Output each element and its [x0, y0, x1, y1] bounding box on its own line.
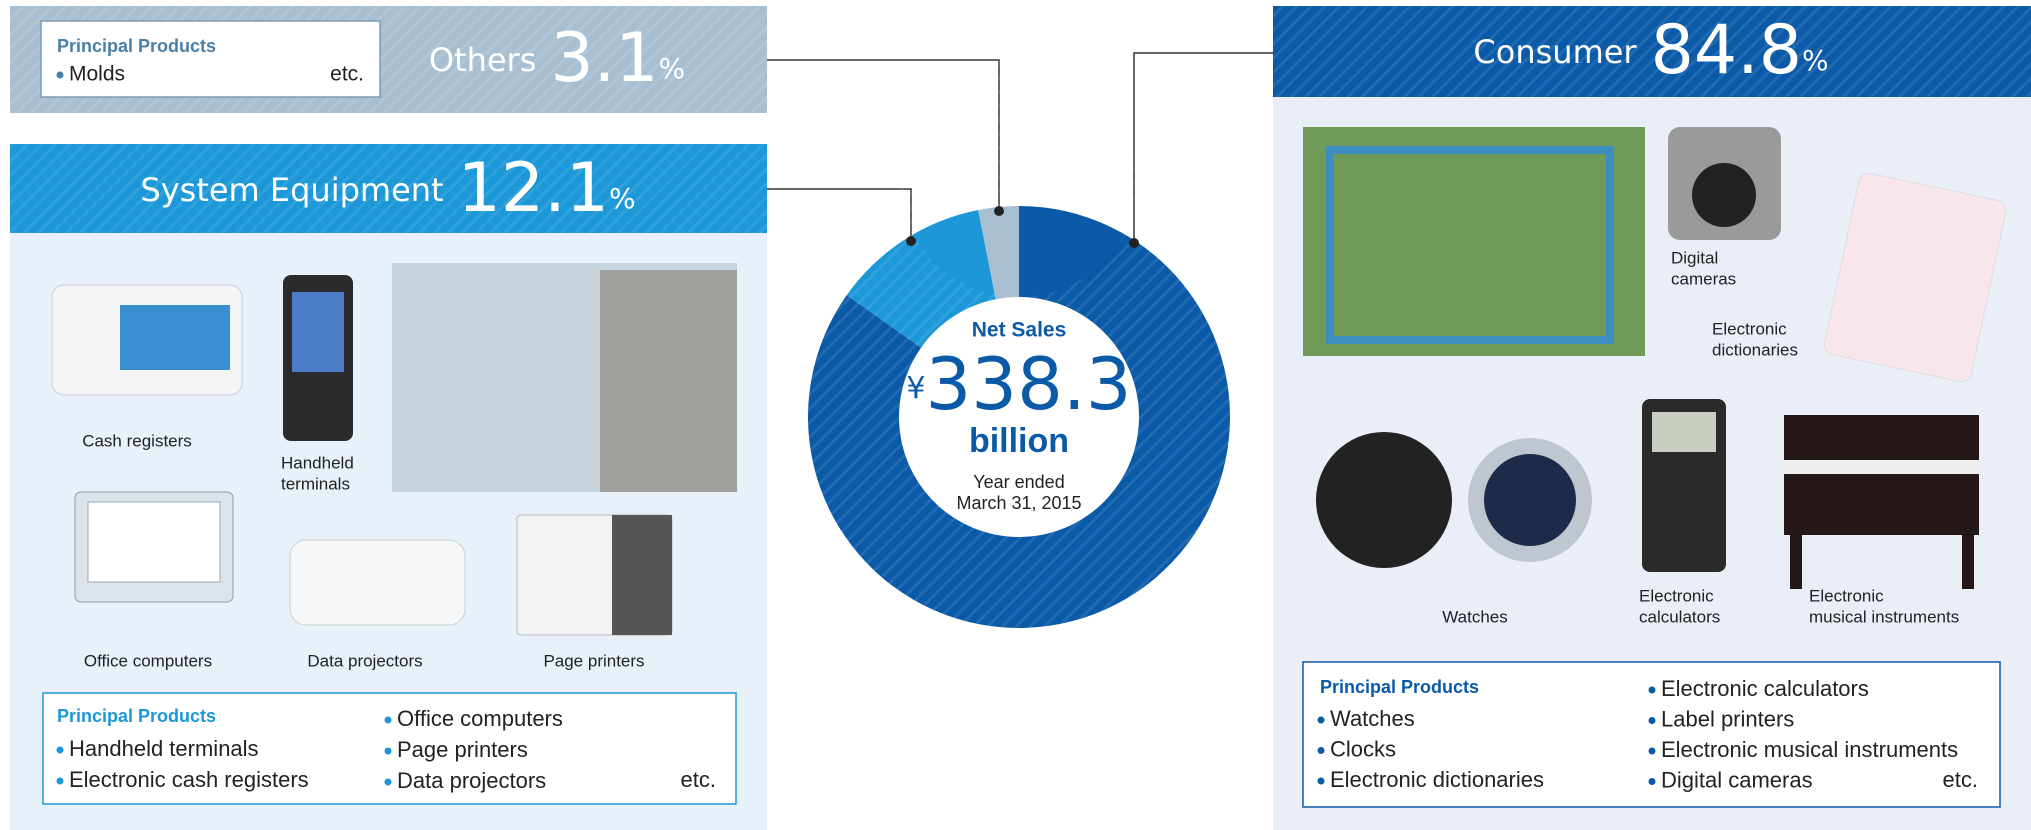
products-title: Principal Products [57, 36, 216, 56]
connector-dot [1129, 238, 1139, 248]
printer-detail [612, 515, 672, 635]
product: Office computers [397, 706, 563, 731]
caption: Handheld [281, 453, 354, 472]
connector-dot [906, 236, 916, 246]
product: Molds [69, 63, 125, 86]
product: Electronic cash registers [69, 767, 309, 792]
photo-detail [600, 270, 737, 492]
bullet [57, 747, 64, 754]
product: Digital cameras [1661, 767, 1813, 792]
projector-image [290, 540, 465, 625]
chart-title: Net Sales [972, 319, 1067, 342]
caption: cameras [1671, 269, 1736, 288]
bullet [385, 717, 392, 724]
bullet [1318, 747, 1325, 754]
photo [1303, 127, 1645, 356]
piano-keys [1784, 460, 1979, 474]
segment-value: 84.8 [1651, 11, 1802, 90]
amount: 338.3 [925, 342, 1131, 426]
product: Electronic musical instruments [1661, 737, 1958, 762]
scale: billion [969, 422, 1069, 460]
caption: Data projectors [307, 651, 422, 670]
caption: Watches [1442, 607, 1508, 626]
watch-image [1316, 432, 1452, 568]
segment-value: 12.1 [458, 149, 609, 228]
infographic: Net Sales ¥338.3 billion Year ended Marc… [0, 0, 2031, 830]
etc: etc. [330, 63, 364, 86]
products-title: Principal Products [1320, 677, 1479, 697]
bullet [1649, 748, 1656, 755]
bullet [57, 72, 64, 79]
segment-unit: % [1802, 44, 1829, 77]
bullet [1649, 687, 1656, 694]
bullet [385, 779, 392, 786]
caption: Cash registers [82, 431, 192, 450]
connector [767, 189, 911, 241]
segment-value: 3.1 [550, 19, 658, 98]
period: March 31, 2015 [956, 493, 1081, 513]
connector [1134, 53, 1273, 243]
bullet [57, 778, 64, 785]
piano-leg [1790, 535, 1802, 589]
piano-leg [1962, 535, 1974, 589]
segment-name: System Equipment [140, 171, 443, 209]
caption: Office computers [84, 651, 212, 670]
watch-face [1484, 454, 1576, 546]
caption: Digital [1671, 248, 1718, 267]
bullet [1318, 717, 1325, 724]
segment-name: Others [429, 41, 537, 79]
segment-unit: % [659, 52, 686, 85]
caption: dictionaries [1712, 340, 1798, 359]
screen [292, 292, 344, 372]
product: Electronic dictionaries [1330, 767, 1544, 792]
caption: musical instruments [1809, 607, 1959, 626]
total: ¥338.3 [906, 342, 1131, 426]
bullet [1318, 778, 1325, 785]
caption: terminals [281, 474, 350, 493]
caption: Page printers [543, 651, 644, 670]
bullet [1649, 778, 1656, 785]
calculator-screen [1652, 412, 1716, 452]
product: Label printers [1661, 706, 1794, 731]
product: Electronic calculators [1661, 676, 1869, 701]
product: Page printers [397, 737, 528, 762]
period: Year ended [973, 472, 1064, 492]
product: Clocks [1330, 736, 1396, 761]
etc: etc. [681, 767, 716, 792]
caption: Electronic [1639, 586, 1714, 605]
screen [88, 502, 220, 582]
lens [1692, 163, 1756, 227]
etc: etc. [1943, 767, 1978, 792]
piano-image [1784, 415, 1979, 535]
bullet [1649, 717, 1656, 724]
bullet [385, 748, 392, 755]
products-box [41, 21, 380, 97]
caption: Electronic [1712, 319, 1787, 338]
products-title: Principal Products [57, 706, 216, 726]
connector-dot [994, 206, 1004, 216]
segment-name: Consumer [1473, 33, 1637, 71]
segment-unit: % [609, 182, 636, 215]
caption: Electronic [1809, 586, 1884, 605]
page: Net Sales ¥338.3 billion Year ended Marc… [0, 0, 2031, 830]
product: Handheld terminals [69, 736, 259, 761]
currency: ¥ [906, 371, 925, 406]
product: Watches [1330, 706, 1415, 731]
caption: calculators [1639, 607, 1720, 626]
screen [120, 305, 230, 370]
product: Data projectors [397, 768, 546, 793]
